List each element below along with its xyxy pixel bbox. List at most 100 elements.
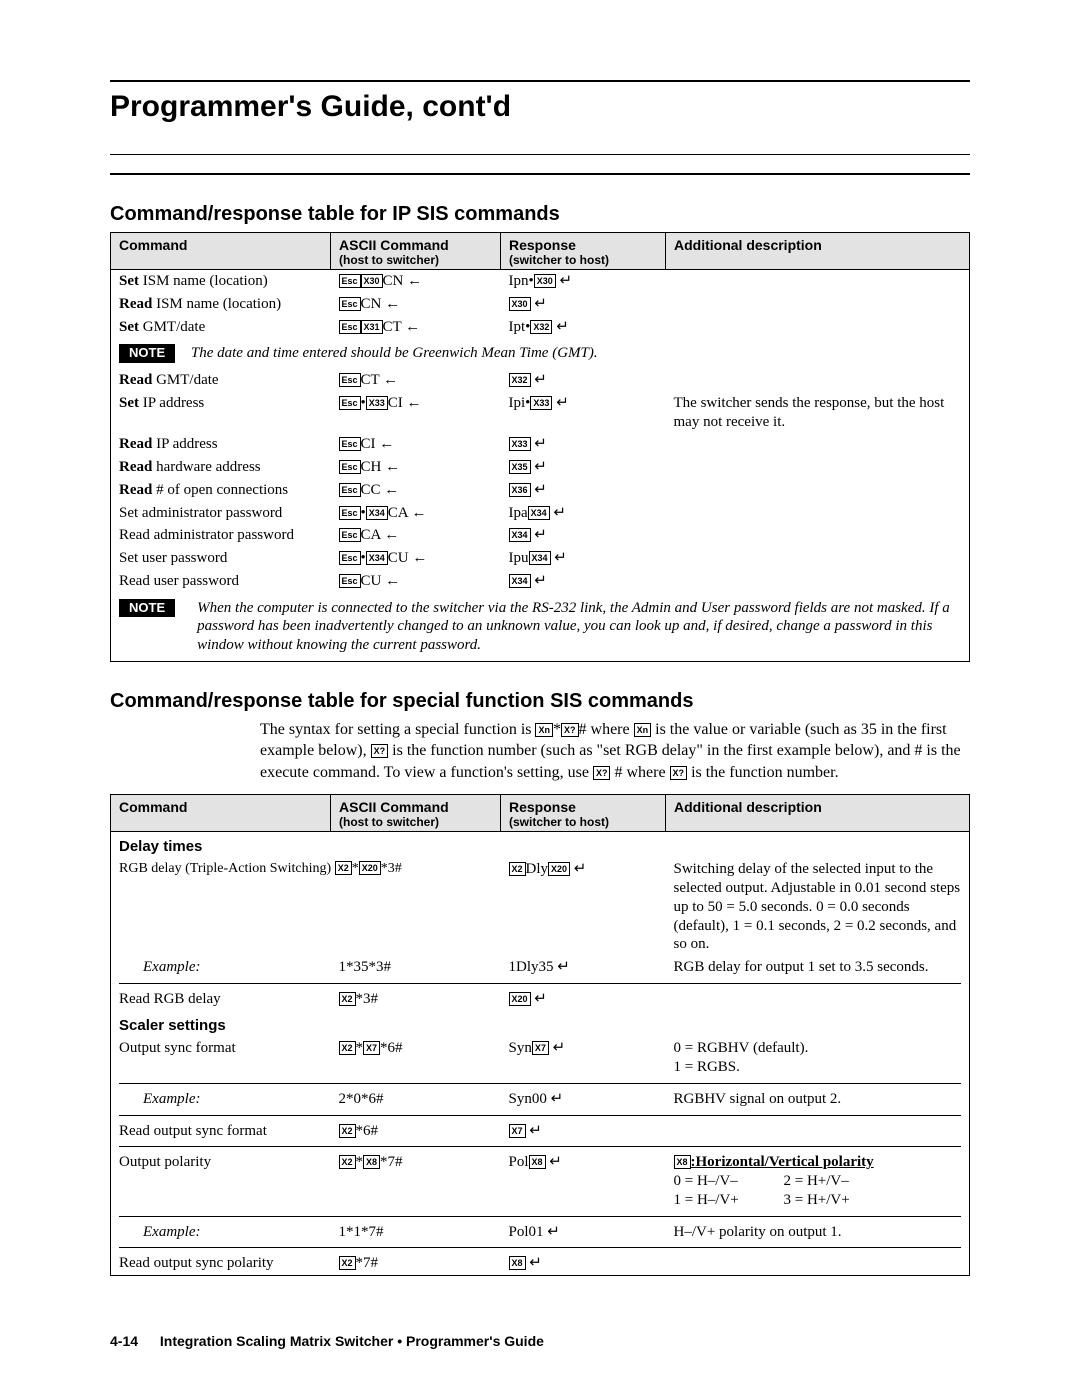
esc-key: Esc xyxy=(339,297,361,311)
table-row: Read ISM name (location) EscCN ← X30 ↵ xyxy=(111,293,970,316)
table-row: Set ISM name (location) EscX30CN ← Ipn•X… xyxy=(111,270,970,293)
polarity-desc: X8:Horizontal/Vertical polarity 0 = H–/V… xyxy=(666,1151,970,1211)
table-row: Read # of open connections EscCC ← X36 ↵ xyxy=(111,479,970,502)
var-key: X7 xyxy=(509,1124,526,1138)
table-row: Read IP address EscCI ← X33 ↵ xyxy=(111,433,970,456)
th-ascii: ASCII Command(host to switcher) xyxy=(331,233,501,270)
table-row: Read GMT/date EscCT ← X32 ↵ xyxy=(111,369,970,392)
var-key: X32 xyxy=(530,320,552,334)
esc-key: Esc xyxy=(339,528,361,542)
top-rule xyxy=(110,80,970,82)
table-row: RGB delay (Triple-Action Switching) X2*X… xyxy=(111,858,970,956)
var-key: X8 xyxy=(363,1155,380,1169)
divider xyxy=(111,1142,970,1151)
divider xyxy=(111,1212,970,1221)
table-special-fn: Command ASCII Command(host to switcher) … xyxy=(110,794,970,1277)
esc-key: Esc xyxy=(339,460,361,474)
var-key: X2 xyxy=(339,1124,356,1138)
th-ascii: ASCII Command(host to switcher) xyxy=(331,794,501,831)
var-key: X7 xyxy=(363,1041,380,1055)
th-response: Response(switcher to host) xyxy=(501,794,666,831)
esc-key: Esc xyxy=(339,551,361,565)
divider xyxy=(111,1079,970,1088)
var-key: X8 xyxy=(509,1256,526,1270)
table-row: Set user password Esc•X34CU ← IpuX34 ↵ xyxy=(111,547,970,570)
var-key: Xn xyxy=(634,723,652,737)
var-key: X30 xyxy=(534,274,556,288)
var-key: X36 xyxy=(509,483,531,497)
table-row: Read user password EscCU ← X34 ↵ xyxy=(111,570,970,593)
esc-key: Esc xyxy=(339,506,361,520)
var-key: X8 xyxy=(674,1155,691,1169)
var-key: X34 xyxy=(366,551,388,565)
table-row: Example: 1*1*7# Pol01 ↵ H–/V+ polarity o… xyxy=(111,1221,970,1244)
var-key: X? xyxy=(371,744,389,758)
esc-key: Esc xyxy=(339,320,361,334)
var-key: X34 xyxy=(366,506,388,520)
table-row: Read administrator password EscCA ← X34 … xyxy=(111,524,970,547)
esc-key: Esc xyxy=(339,373,361,387)
var-key: X20 xyxy=(359,861,381,875)
table-row: Set IP address Esc•X33CI ← Ipi•X33 ↵ The… xyxy=(111,392,970,434)
th-response: Response(switcher to host) xyxy=(501,233,666,270)
var-key: X32 xyxy=(509,373,531,387)
note-text: The date and time entered should be Gree… xyxy=(191,345,598,361)
var-key: X2 xyxy=(339,1041,356,1055)
page-title: Programmer's Guide, cont'd xyxy=(110,90,970,124)
page: Programmer's Guide, cont'd Command/respo… xyxy=(0,0,1080,1397)
table-row: Read RGB delay X2*3# X20 ↵ xyxy=(111,988,970,1011)
th-command: Command xyxy=(111,233,331,270)
var-key: X30 xyxy=(509,297,531,311)
var-key: X33 xyxy=(366,396,388,410)
var-key: X34 xyxy=(509,574,531,588)
var-key: X30 xyxy=(361,274,383,288)
table-header-row: Command ASCII Command(host to switcher) … xyxy=(111,233,970,270)
table-header-row: Command ASCII Command(host to switcher) … xyxy=(111,794,970,831)
note-row: NOTE When the computer is connected to t… xyxy=(111,593,970,662)
subheading-row: Delay times xyxy=(111,831,970,858)
table-row: Read output sync polarity X2*7# X8 ↵ xyxy=(111,1252,970,1275)
th-desc: Additional description xyxy=(666,233,970,270)
table-row: Set GMT/date EscX31CT ← Ipt•X32 ↵ xyxy=(111,316,970,339)
var-key: X2 xyxy=(339,1155,356,1169)
footer: 4-14 Integration Scaling Matrix Switcher… xyxy=(110,1333,544,1349)
var-key: X? xyxy=(593,766,611,780)
var-key: X33 xyxy=(530,396,552,410)
note-badge: NOTE xyxy=(119,344,175,362)
table-row: Read hardware address EscCH ← X35 ↵ xyxy=(111,456,970,479)
table-row: Output sync format X2*X7*6# SynX7 ↵ 0 = … xyxy=(111,1037,970,1079)
var-key: X2 xyxy=(335,861,352,875)
subheading-row: Scaler settings xyxy=(111,1011,970,1038)
table-row: Output polarity X2*X8*7# PolX8 ↵ X8:Hori… xyxy=(111,1151,970,1211)
note-text: When the computer is connected to the sw… xyxy=(197,599,961,655)
section-2-title: Command/response table for special funct… xyxy=(110,690,970,713)
var-key: X? xyxy=(670,766,688,780)
th-desc: Additional description xyxy=(666,794,970,831)
esc-key: Esc xyxy=(339,483,361,497)
note-badge: NOTE xyxy=(119,599,175,617)
table-row: Example: 1*35*3# 1Dly35 ↵ RGB delay for … xyxy=(111,956,970,979)
var-key: X2 xyxy=(509,862,526,876)
var-key: X20 xyxy=(509,992,531,1006)
divider xyxy=(111,1111,970,1120)
var-key: X33 xyxy=(509,437,531,451)
page-number: 4-14 xyxy=(110,1333,138,1349)
var-key: X2 xyxy=(339,1256,356,1270)
var-key: X2 xyxy=(339,992,356,1006)
section-2-intro: The syntax for setting a special functio… xyxy=(110,719,970,784)
table-row: Example: 2*0*6# Syn00 ↵ RGBHV signal on … xyxy=(111,1088,970,1111)
table-ip-sis: Command ASCII Command(host to switcher) … xyxy=(110,232,970,662)
var-key: X7 xyxy=(532,1041,549,1055)
var-key: X35 xyxy=(509,460,531,474)
var-key: X31 xyxy=(361,320,383,334)
var-key: Xn xyxy=(535,723,553,737)
var-key: X34 xyxy=(509,528,531,542)
esc-key: Esc xyxy=(339,396,361,410)
var-key: X20 xyxy=(548,862,570,876)
title-underline-2 xyxy=(110,173,970,175)
var-key: X34 xyxy=(528,506,550,520)
section-1-title: Command/response table for IP SIS comman… xyxy=(110,203,970,226)
esc-key: Esc xyxy=(339,274,361,288)
note-row: NOTE The date and time entered should be… xyxy=(111,338,970,369)
var-key: X34 xyxy=(529,551,551,565)
